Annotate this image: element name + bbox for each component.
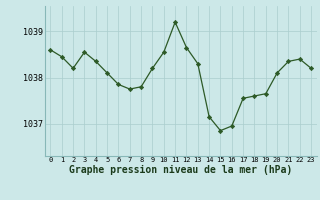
X-axis label: Graphe pression niveau de la mer (hPa): Graphe pression niveau de la mer (hPa) (69, 165, 292, 175)
